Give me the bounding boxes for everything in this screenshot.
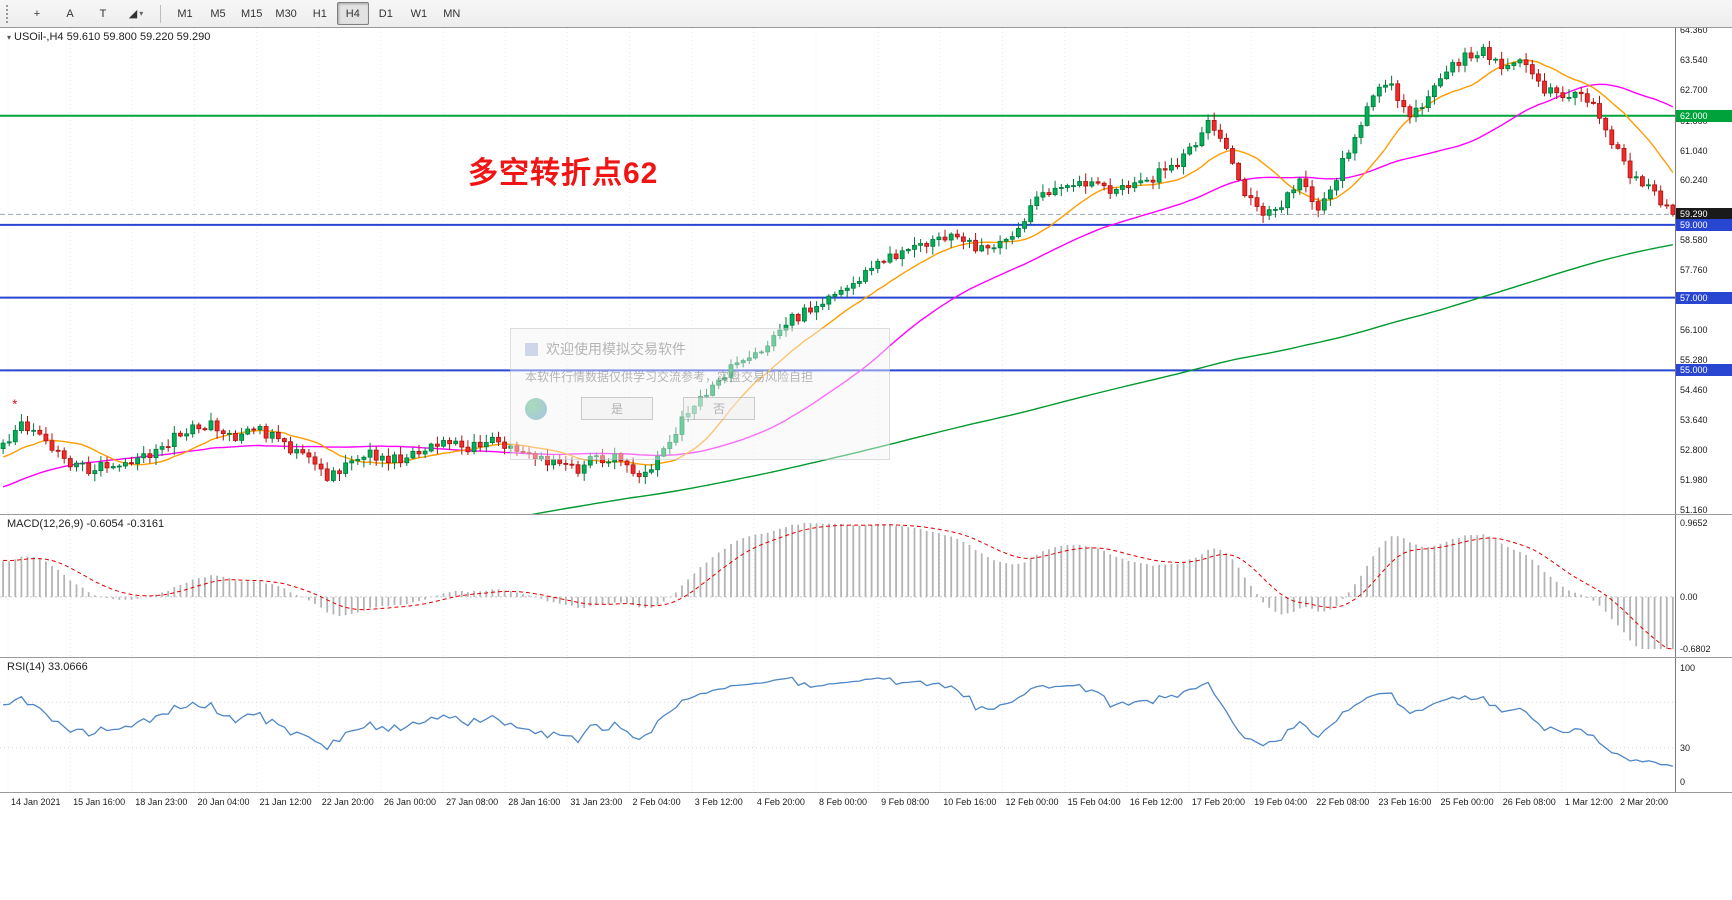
time-label: 8 Feb 00:00 <box>819 797 868 807</box>
time-label: 2 Feb 04:00 <box>632 797 681 807</box>
toolbar-grip[interactable] <box>6 4 13 23</box>
watermark-dialog: 欢迎使用模拟交易软件 本软件行情数据仅供学习交流参考，实盘交易风险自担 是 否 <box>510 328 890 460</box>
timeframe-m30[interactable]: M30 <box>275 7 297 20</box>
time-axis[interactable]: 14 Jan 2021 15 Jan 16:00 18 Jan 23:00 20 Ja… <box>0 793 1732 813</box>
price-tick: 61.040 <box>1680 145 1708 156</box>
rsi-tick: 0 <box>1680 777 1686 787</box>
price-tag-57.000: 57.000 <box>1676 291 1732 304</box>
time-label: 18 Jan 23:00 <box>135 797 188 807</box>
time-label: 23 Feb 16:00 <box>1378 797 1432 807</box>
rsi-plot[interactable] <box>0 658 1676 792</box>
timeframe-m5[interactable]: M5 <box>210 7 226 20</box>
watermark-body: 本软件行情数据仅供学习交流参考，实盘交易风险自担 <box>525 370 814 384</box>
time-label: 16 Feb 12:00 <box>1129 797 1183 807</box>
time-label: 3 Feb 12:00 <box>694 797 743 807</box>
time-label: 20 Jan 04:00 <box>197 797 250 807</box>
time-label: 25 Feb 00:00 <box>1440 797 1494 807</box>
time-label: 26 Jan 00:00 <box>383 797 436 807</box>
text-tool[interactable]: T <box>99 7 107 20</box>
time-label: 19 Feb 04:00 <box>1254 797 1308 807</box>
time-label: 31 Jan 23:00 <box>570 797 623 807</box>
macd-tick: 0.9652 <box>1680 518 1708 528</box>
time-label: 9 Feb 08:00 <box>881 797 930 807</box>
dropdown-caret-icon: ▾ <box>139 9 144 18</box>
price-tick: 62.700 <box>1680 85 1708 96</box>
price-tick: 56.100 <box>1680 325 1708 336</box>
timeframe-h1[interactable]: H1 <box>312 7 327 20</box>
symbol-ohlc-label: ▾ USOil-,H4 59.610 59.800 59.220 59.290 <box>7 31 211 43</box>
macd-plot[interactable] <box>0 515 1676 657</box>
time-label: 28 Jan 16:00 <box>508 797 561 807</box>
macd-label: MACD(12,26,9) -0.6054 -0.3161 <box>7 518 165 530</box>
time-label: 2 Mar 20:00 <box>1620 797 1669 807</box>
price-tick: 51.980 <box>1680 475 1708 486</box>
window-background <box>0 813 1732 900</box>
price-tick: 63.540 <box>1680 54 1708 65</box>
price-tick: 60.240 <box>1680 174 1708 185</box>
time-label: 17 Feb 20:00 <box>1191 797 1245 807</box>
timeframe-m15[interactable]: M15 <box>241 7 263 20</box>
price-tick: 55.280 <box>1680 355 1708 366</box>
main-price-plot[interactable]: * <box>0 28 1676 514</box>
watermark-no-button: 否 <box>683 397 755 420</box>
price-tick: 53.640 <box>1680 414 1708 425</box>
macd-tick: -0.6802 <box>1680 644 1711 654</box>
price-tick: 54.460 <box>1680 385 1708 395</box>
price-tag-62.000: 62.000 <box>1676 109 1732 122</box>
price-axis[interactable]: 64.36063.54062.70061.86061.04060.24058.5… <box>1675 28 1732 514</box>
timeframe-m1[interactable]: M1 <box>177 7 193 20</box>
time-label: 22 Feb 08:00 <box>1316 797 1370 807</box>
timeframe-group: M1 M5 M15 M30 H1 H4 D1 W1 MN <box>169 2 468 25</box>
svg-text:*: * <box>12 397 17 412</box>
main-chart-pane: * ▾ USOil-,H4 59.610 59.800 59.220 59.290… <box>0 28 1732 515</box>
rsi-label: RSI(14) 33.0666 <box>7 661 88 673</box>
timeframe-w1[interactable]: W1 <box>410 7 428 20</box>
price-tick: 58.580 <box>1680 235 1708 246</box>
price-tick: 57.760 <box>1680 265 1708 275</box>
timeframe-h4[interactable]: H4 <box>336 2 369 25</box>
drawing-tools-group: + A T ◢ ▾ <box>21 2 152 25</box>
macd-tick: 0.00 <box>1680 591 1698 602</box>
watermark-yes-button: 是 <box>581 397 653 420</box>
time-label: 1 Mar 12:00 <box>1564 797 1613 807</box>
toolbar: + A T ◢ ▾ M1 M5 M15 M30 H1 H4 D1 W1 MN <box>0 0 1732 28</box>
macd-axis[interactable]: 0.9652 0.00 -0.6802 <box>1675 515 1732 657</box>
collapse-triangle-icon[interactable]: ▾ <box>7 33 12 42</box>
price-tick: 52.800 <box>1680 445 1708 456</box>
time-label: 26 Feb 08:00 <box>1502 797 1556 807</box>
price-tag-55.000: 55.000 <box>1676 364 1732 377</box>
price-tag-59.000: 59.000 <box>1676 218 1732 231</box>
watermark-title: 欢迎使用模拟交易软件 <box>546 341 686 357</box>
watermark-logo-icon <box>525 397 547 420</box>
time-label: 15 Jan 16:00 <box>73 797 126 807</box>
chart-annotation-text: 多空转折点62 <box>468 157 659 190</box>
chart-area: * ▾ USOil-,H4 59.610 59.800 59.220 59.290… <box>0 28 1732 900</box>
rsi-axis[interactable]: 100 30 0 <box>1675 658 1732 792</box>
macd-pane: MACD(12,26,9) -0.6054 -0.3161 0.9652 0.00… <box>0 515 1732 658</box>
arrow-tool[interactable]: A <box>66 7 74 20</box>
price-tick: 51.160 <box>1680 505 1708 515</box>
time-label: 15 Feb 04:00 <box>1067 797 1121 807</box>
time-label: 21 Jan 12:00 <box>259 797 312 807</box>
time-label: 12 Feb 00:00 <box>1005 797 1059 807</box>
rsi-pane: RSI(14) 33.0666 100 30 0 <box>0 658 1732 793</box>
price-tag-59.290: 59.290 <box>1676 208 1732 221</box>
time-label: 22 Jan 20:00 <box>321 797 374 807</box>
watermark-icon <box>525 342 538 356</box>
timeframe-mn[interactable]: MN <box>443 7 461 20</box>
crosshair-tool[interactable]: + <box>33 7 41 20</box>
rsi-tick: 30 <box>1680 742 1691 753</box>
time-label: 4 Feb 20:00 <box>756 797 805 807</box>
shapes-tool[interactable]: ◢ ▾ <box>128 8 144 20</box>
price-tick: 64.360 <box>1680 28 1708 35</box>
timeframe-d1[interactable]: D1 <box>378 7 393 20</box>
time-label: 27 Jan 08:00 <box>446 797 499 807</box>
toolbar-separator <box>160 4 161 23</box>
rsi-tick: 100 <box>1680 663 1696 673</box>
time-label: 10 Feb 16:00 <box>943 797 997 807</box>
time-label: 14 Jan 2021 <box>11 797 61 807</box>
